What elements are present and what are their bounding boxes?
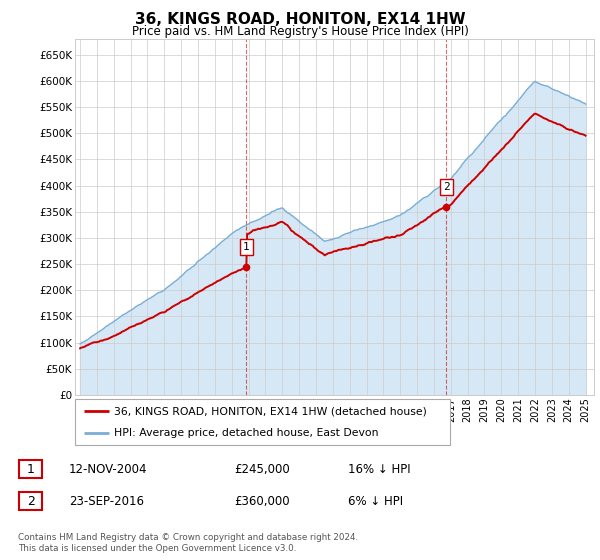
- Point: [242, 262, 251, 271]
- FancyBboxPatch shape: [75, 399, 450, 445]
- Text: 16% ↓ HPI: 16% ↓ HPI: [348, 463, 410, 476]
- FancyBboxPatch shape: [19, 460, 42, 478]
- Text: 36, KINGS ROAD, HONITON, EX14 1HW (detached house): 36, KINGS ROAD, HONITON, EX14 1HW (detac…: [115, 406, 427, 416]
- Text: Price paid vs. HM Land Registry's House Price Index (HPI): Price paid vs. HM Land Registry's House …: [131, 25, 469, 38]
- Text: 6% ↓ HPI: 6% ↓ HPI: [348, 494, 403, 508]
- Text: 1: 1: [243, 242, 250, 252]
- Text: 12-NOV-2004: 12-NOV-2004: [69, 463, 148, 476]
- Text: 2: 2: [443, 181, 449, 192]
- FancyBboxPatch shape: [19, 492, 42, 510]
- Text: 36, KINGS ROAD, HONITON, EX14 1HW: 36, KINGS ROAD, HONITON, EX14 1HW: [134, 12, 466, 27]
- Text: 1: 1: [26, 463, 35, 476]
- Text: 23-SEP-2016: 23-SEP-2016: [69, 494, 144, 508]
- Text: Contains HM Land Registry data © Crown copyright and database right 2024.
This d: Contains HM Land Registry data © Crown c…: [18, 533, 358, 553]
- Text: HPI: Average price, detached house, East Devon: HPI: Average price, detached house, East…: [115, 428, 379, 438]
- Point: [442, 202, 451, 211]
- Text: £360,000: £360,000: [234, 494, 290, 508]
- Text: 2: 2: [26, 494, 35, 508]
- Text: £245,000: £245,000: [234, 463, 290, 476]
